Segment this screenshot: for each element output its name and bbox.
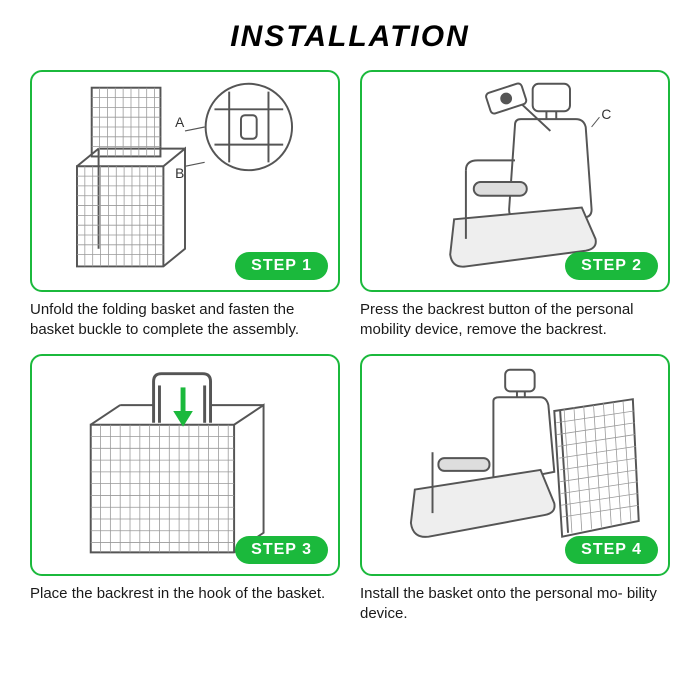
step-1-caption: Unfold the folding basket and fasten the…	[30, 300, 340, 342]
steps-grid: A B STEP 1 Unfold the folding basket and…	[30, 70, 670, 626]
step-2-badge: STEP 2	[565, 252, 658, 280]
step-1: A B STEP 1 Unfold the folding basket and…	[30, 70, 340, 342]
step-4: STEP 4 Install the basket onto the perso…	[360, 354, 670, 626]
label-b: B	[175, 166, 184, 181]
step-1-badge: STEP 1	[235, 252, 328, 280]
step-4-panel: STEP 4	[360, 354, 670, 576]
label-c: C	[601, 107, 611, 122]
step-3-panel: STEP 3	[30, 354, 340, 576]
step-3-badge: STEP 3	[235, 536, 328, 564]
step-1-panel: A B STEP 1	[30, 70, 340, 292]
label-a: A	[175, 115, 185, 130]
step-2: C STEP 2 Press the backrest button of th…	[360, 70, 670, 342]
page-title: INSTALLATION	[30, 20, 670, 54]
step-2-caption: Press the backrest button of the persona…	[360, 300, 670, 342]
step-4-caption: Install the basket onto the personal mo-…	[360, 584, 670, 626]
step-4-badge: STEP 4	[565, 536, 658, 564]
step-3: STEP 3 Place the backrest in the hook of…	[30, 354, 340, 626]
step-3-caption: Place the backrest in the hook of the ba…	[30, 584, 340, 626]
step-2-panel: C STEP 2	[360, 70, 670, 292]
